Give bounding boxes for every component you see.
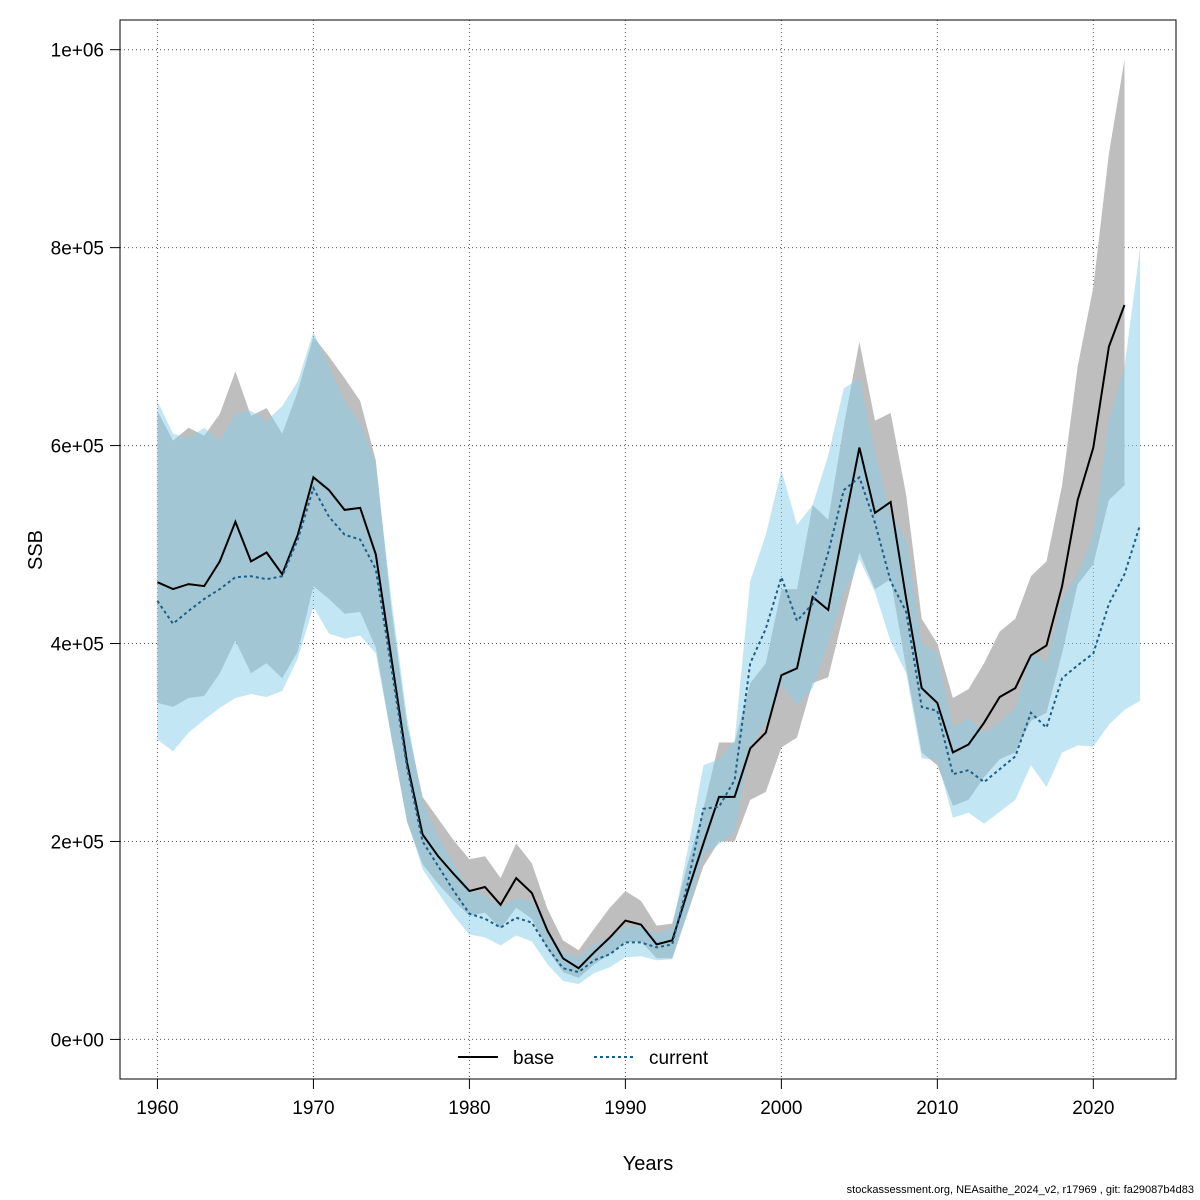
y-tick-label-4e+05: 4e+05 [51,635,104,656]
y-axis-label: SSB [25,530,47,570]
band-current [157,247,1141,985]
x-tick-label-1990: 1990 [604,1098,646,1119]
x-tick-label-1980: 1980 [448,1098,490,1119]
series-line-base [156,304,1126,970]
x-tick-label-1970: 1970 [292,1098,334,1119]
footer-credit: stockassessment.org, NEAsaithe_2024_v2, … [846,1184,1194,1196]
legend: base current [458,1048,709,1069]
x-tick-label-1960: 1960 [136,1098,178,1119]
y-tick-label-1e+06: 1e+06 [51,41,104,62]
x-axis: 1960 1970 1980 1990 2000 2010 2020 [136,1078,1114,1119]
x-tick-label-2020: 2020 [1072,1098,1114,1119]
series-lines [156,304,1142,974]
y-tick-label-8e+05: 8e+05 [51,239,104,260]
series-line-current [156,475,1142,974]
y-tick-label-0e+00: 0e+00 [51,1030,104,1051]
x-tick-label-2010: 2010 [916,1098,958,1119]
y-tick-label-2e+05: 2e+05 [51,832,104,853]
y-tick-label-6e+05: 6e+05 [51,437,104,458]
x-tick-label-2000: 2000 [760,1098,802,1119]
confidence-bands [157,59,1141,985]
legend-label-current: current [649,1048,709,1069]
x-axis-label: Years [623,1153,673,1175]
y-axis: 0e+00 2e+05 4e+05 6e+05 8e+05 1e+06 [51,41,121,1051]
legend-label-base: base [513,1048,554,1069]
